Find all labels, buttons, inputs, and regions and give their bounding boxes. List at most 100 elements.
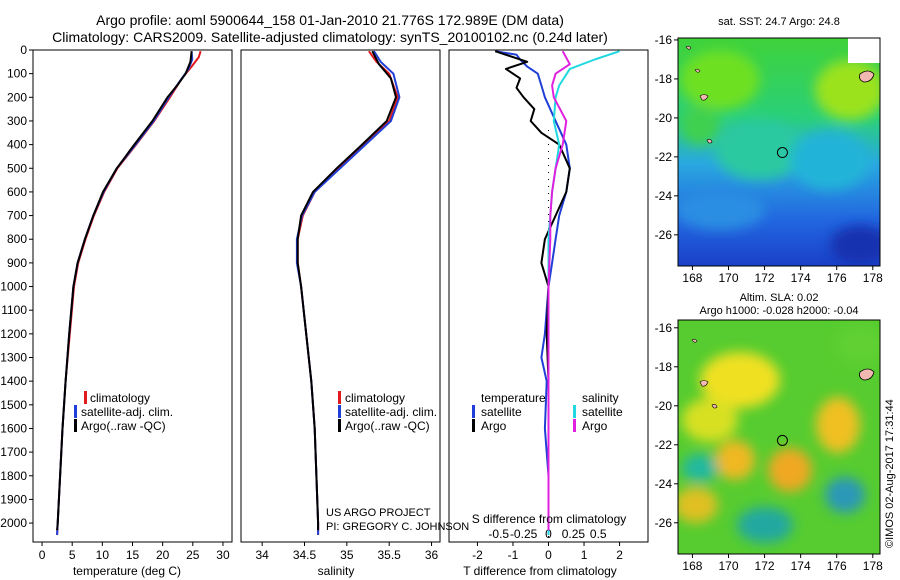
lat-tick-label: -18 <box>655 72 673 86</box>
series-line <box>547 50 571 531</box>
x-tick-label: 35.5 <box>378 548 402 562</box>
lon-tick-label: 178 <box>863 559 883 573</box>
series-line <box>56 50 202 535</box>
lon-tick-label: 172 <box>755 271 775 285</box>
sst-map <box>678 38 880 266</box>
lat-tick-label: -20 <box>655 111 673 125</box>
pressure-tick-label: 1000 <box>0 280 27 294</box>
series-line <box>56 51 194 535</box>
x-tick-label: 0 <box>545 548 552 562</box>
legend-swatch-climatology <box>84 391 87 404</box>
legend-swatch-t-argo <box>472 419 475 432</box>
pressure-tick-label: 1400 <box>0 374 27 388</box>
pressure-tick-label: 800 <box>7 232 27 246</box>
pressure-tick-label: 400 <box>7 138 27 152</box>
sla-map-title-2: Argo h1000: -0.028 h2000: -0.04 <box>699 305 858 317</box>
legend-swatch-argo <box>74 419 77 432</box>
argo-location-marker <box>776 434 788 446</box>
lat-tick-label: -18 <box>655 360 673 374</box>
lon-tick-label: 174 <box>791 559 811 573</box>
sst-map-frame <box>677 37 881 267</box>
lat-tick-label: -26 <box>655 516 673 530</box>
argo-location-marker <box>776 147 788 159</box>
temperature-xlabel: temperature (deg C) <box>73 564 181 578</box>
pressure-tick-label: 1200 <box>0 327 27 341</box>
legend-swatch-argo <box>338 419 341 432</box>
series-line <box>547 50 620 535</box>
pi-credit: PI: GREGORY C. JOHNSON <box>326 521 469 533</box>
lon-tick-label: 178 <box>863 271 883 285</box>
project-credit: US ARGO PROJECT <box>326 507 431 519</box>
legend-swatch-climatology <box>338 391 341 404</box>
lon-tick-label: 174 <box>791 271 811 285</box>
pressure-tick-label: 100 <box>7 67 27 81</box>
legend-climatology: climatology <box>90 391 150 405</box>
pressure-tick-label: 700 <box>7 209 27 223</box>
temperature-legend: climatology satellite-adj. clim. Argo(..… <box>74 391 173 433</box>
lon-tick-label: 176 <box>827 559 847 573</box>
lon-tick-label: 170 <box>718 559 738 573</box>
sla-map <box>678 320 880 554</box>
legend-climatology: climatology <box>345 391 405 405</box>
pressure-tick-label: 1900 <box>0 492 27 506</box>
sla-map-axes: 168 170 172 174 176 178 -16 -18 -20 -22 -24 -26 <box>655 321 883 573</box>
pressure-tick-label: 1800 <box>0 469 27 483</box>
legend-swatch-s-argo <box>573 419 576 432</box>
legend-swatch-satellite <box>74 405 77 418</box>
legend-argo: Argo(..raw -QC) <box>345 419 430 433</box>
difference-legend: temperature salinity satellite Argo sate… <box>472 391 623 433</box>
pressure-tick-label: 1600 <box>0 421 27 435</box>
imos-watermark: ©IMOS 02-Aug-2017 17:31:44 <box>884 399 896 548</box>
x-tick-label: 34.5 <box>293 548 317 562</box>
salinity-xlabel: salinity <box>318 564 355 578</box>
x-tick-label: 2 <box>616 548 623 562</box>
legend-t-argo: Argo <box>481 419 507 433</box>
x-tick-label: -2 <box>472 548 483 562</box>
difference-plot: -2 -1 0 1 2-0.5 -0.25 0 0.25 0.5 <box>472 50 623 562</box>
legend-satellite: satellite-adj. clim. <box>81 405 173 419</box>
lat-tick-label: -22 <box>655 438 673 452</box>
salinity-panel <box>240 49 441 543</box>
pressure-axis: 0 100 200 300 400 500 600 700 800 900 1000 1100 1200… <box>0 43 33 530</box>
x-tick-label: 36 <box>425 548 439 562</box>
x-tick-label: 30 <box>216 548 230 562</box>
legend-swatch-s-satellite <box>573 405 576 418</box>
pressure-tick-label: 1500 <box>0 398 27 412</box>
legend-s-satellite: satellite <box>582 405 623 419</box>
sst-map-axes: 168 170 172 174 176 178 -16 -18 -20 -22 -24 -26 <box>655 33 883 285</box>
salinity-plot: 34 34.5 35 35.5 36 <box>255 50 439 562</box>
lat-tick-label: -24 <box>655 189 673 203</box>
series-line <box>56 51 193 531</box>
sla-map-frame <box>677 319 881 555</box>
legend-argo: Argo(..raw -QC) <box>81 419 166 433</box>
pressure-tick-label: 1700 <box>0 445 27 459</box>
lon-tick-label: 168 <box>682 271 702 285</box>
t-difference-xlabel: T difference from climatology <box>463 564 617 578</box>
pressure-tick-label: 2000 <box>0 516 27 530</box>
pressure-tick-label: 1300 <box>0 351 27 365</box>
legend-title-temperature: temperature <box>481 391 546 405</box>
legend-swatch-satellite <box>338 405 341 418</box>
x-tick-label: 1 <box>581 548 588 562</box>
lon-tick-label: 176 <box>827 271 847 285</box>
lon-tick-label: 172 <box>755 559 775 573</box>
s-tick-label: -0.5 <box>488 527 509 541</box>
x-tick-label: 0 <box>39 548 46 562</box>
sla-map-title-1: Altim. SLA: 0.02 <box>740 292 819 304</box>
lat-tick-label: -26 <box>655 228 673 242</box>
legend-title-salinity: salinity <box>582 391 619 405</box>
pressure-tick-label: 300 <box>7 114 27 128</box>
pressure-tick-label: 0 <box>20 43 27 57</box>
x-tick-label: -1 <box>508 548 519 562</box>
lon-tick-label: 168 <box>682 559 702 573</box>
lat-tick-label: -20 <box>655 399 673 413</box>
s-difference-xlabel: S difference from climatology <box>472 512 627 526</box>
lat-tick-label: -24 <box>655 477 673 491</box>
x-tick-label: 35 <box>340 548 354 562</box>
lat-tick-label: -16 <box>655 33 673 47</box>
x-tick-label: 15 <box>126 548 140 562</box>
legend-swatch-t-satellite <box>472 405 475 418</box>
temperature-panel <box>32 49 233 543</box>
pressure-tick-label: 500 <box>7 161 27 175</box>
pressure-tick-label: 600 <box>7 185 27 199</box>
